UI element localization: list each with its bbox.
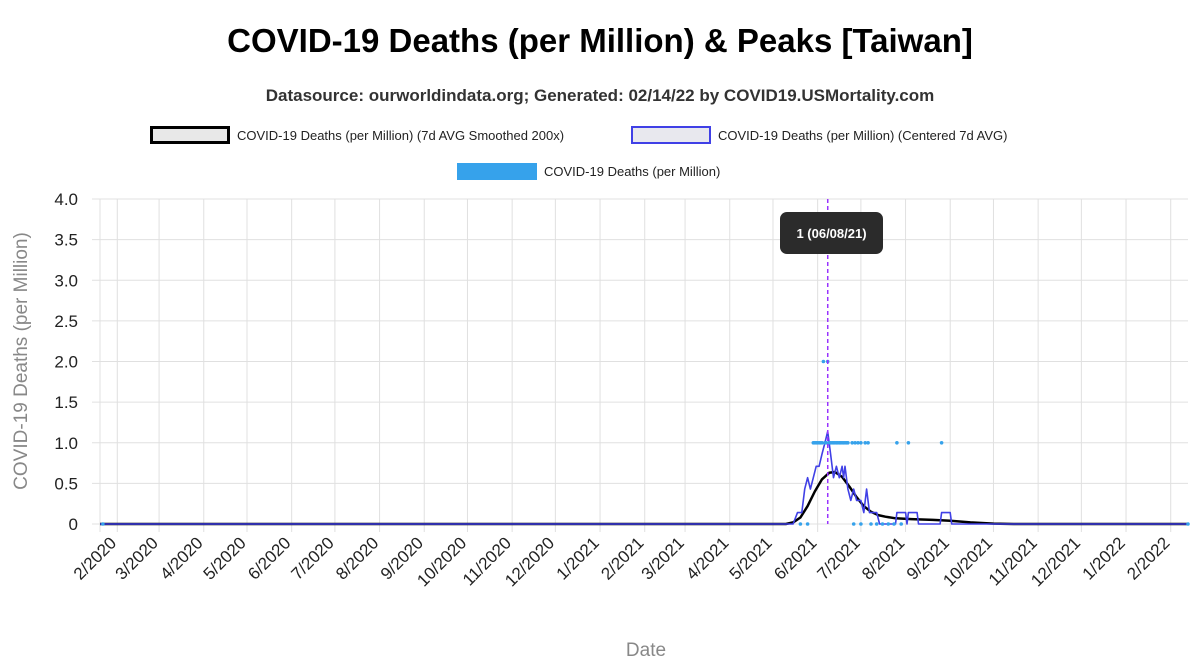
- data-point: [892, 522, 896, 526]
- legend-label-daily: COVID-19 Deaths (per Million): [544, 164, 721, 179]
- data-point: [824, 441, 829, 445]
- x-tick-label: 7/2020: [288, 533, 338, 583]
- y-tick-label: 3.5: [54, 231, 78, 250]
- x-tick-label: 2/2021: [597, 533, 647, 583]
- data-point: [869, 522, 873, 526]
- y-axis-ticks: 0 0.5 1.0 1.5 2.0 2.5 3.0 3.5 4.0: [54, 190, 78, 534]
- x-tick-label: 6/2020: [244, 533, 294, 583]
- x-tick-label: 4/2021: [682, 533, 732, 583]
- x-axis-ticks: 2/20203/20204/20205/20206/20207/20208/20…: [70, 533, 1174, 590]
- data-point: [821, 359, 826, 364]
- series-line-0: [100, 470, 1188, 526]
- y-tick-label: 1.0: [54, 434, 78, 453]
- x-tick-label: 1/2021: [553, 533, 603, 583]
- data-point: [874, 522, 879, 526]
- data-point: [866, 441, 870, 445]
- plot-marks: [100, 199, 1190, 526]
- x-tick-label: 2/2020: [70, 533, 120, 583]
- y-tick-label: 4.0: [54, 190, 78, 209]
- data-point: [895, 441, 899, 445]
- x-tick-label: 3/2020: [112, 533, 162, 583]
- data-point: [850, 441, 854, 445]
- y-tick-label: 1.5: [54, 393, 78, 412]
- x-tick-label: 3/2021: [638, 533, 688, 583]
- data-point: [101, 522, 105, 526]
- data-point: [1186, 522, 1190, 526]
- data-point: [846, 441, 850, 445]
- y-axis-title: COVID-19 Deaths (per Million): [11, 232, 32, 490]
- legend-swatch-smoothed: [150, 126, 230, 144]
- y-tick-label: 0.5: [54, 474, 78, 493]
- legend-item-centered[interactable]: COVID-19 Deaths (per Million) (Centered …: [631, 126, 1007, 144]
- y-tick-label: 2.5: [54, 312, 78, 331]
- data-point: [906, 441, 911, 445]
- data-point: [851, 522, 856, 526]
- legend-item-daily[interactable]: COVID-19 Deaths (per Million): [457, 163, 720, 180]
- legend-swatch-centered: [631, 126, 711, 144]
- data-point: [859, 441, 863, 445]
- data-point: [805, 522, 810, 526]
- grid: [92, 198, 1188, 532]
- y-tick-label: 3.0: [54, 271, 78, 290]
- legend-swatch-daily: [457, 163, 537, 180]
- data-point: [863, 441, 867, 445]
- peak-tooltip: 1 (06/08/21): [780, 212, 883, 254]
- legend-label-centered: COVID-19 Deaths (per Million) (Centered …: [718, 127, 1008, 143]
- data-point: [856, 441, 860, 445]
- x-tick-label: 8/2020: [332, 533, 382, 583]
- x-tick-label: 8/2021: [858, 533, 908, 583]
- series-line-1: [100, 430, 1188, 525]
- x-tick-label: 4/2020: [156, 533, 206, 583]
- x-tick-label: 7/2021: [814, 533, 864, 583]
- x-tick-label: 6/2021: [770, 533, 820, 583]
- x-tick-label: 5/2020: [200, 533, 250, 583]
- legend-label-smoothed: COVID-19 Deaths (per Million) (7d AVG Sm…: [237, 127, 565, 143]
- chart-title: COVID-19 Deaths (per Million) & Peaks [T…: [227, 22, 973, 59]
- data-point: [899, 522, 903, 526]
- y-tick-label: 2.0: [54, 353, 78, 372]
- y-tick-label: 0: [69, 515, 78, 534]
- data-point: [798, 522, 803, 526]
- data-point: [880, 522, 885, 526]
- legend-item-smoothed[interactable]: COVID-19 Deaths (per Million) (7d AVG Sm…: [150, 126, 564, 144]
- chart-subtitle: Datasource: ourworldindata.org; Generate…: [265, 86, 935, 105]
- x-tick-label: 2/2022: [1123, 533, 1173, 583]
- data-point: [939, 441, 944, 445]
- data-point: [820, 441, 824, 445]
- x-tick-label: 5/2021: [726, 533, 776, 583]
- data-point: [886, 522, 891, 526]
- x-tick-label: 1/2022: [1079, 533, 1129, 583]
- x-axis-title: Date: [626, 640, 666, 661]
- data-point: [859, 522, 863, 526]
- data-point: [853, 441, 857, 445]
